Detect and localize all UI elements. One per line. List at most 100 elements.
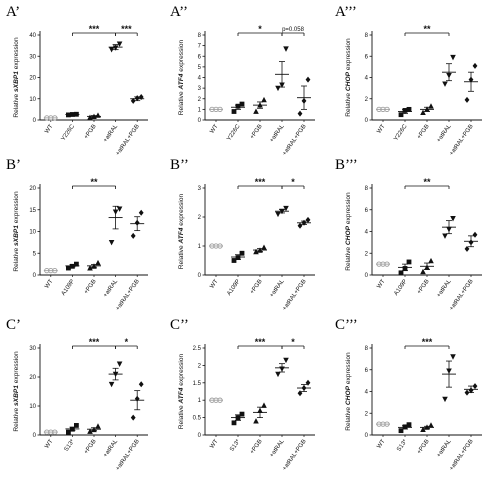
- significance-label: ***: [422, 337, 433, 347]
- y-tick-label: 4: [365, 390, 369, 396]
- x-tick-label: S13*: [229, 438, 242, 453]
- x-tick-label: S13*: [396, 438, 409, 453]
- y-tick-label: 0: [365, 118, 369, 124]
- data-point: [261, 96, 267, 103]
- x-tick-label: +atRAL: [436, 123, 453, 144]
- significance-label: *: [291, 337, 295, 347]
- x-tick-label: +PGB: [83, 279, 97, 296]
- significance-label: ***: [121, 24, 132, 34]
- significance-label: ***: [89, 337, 100, 347]
- y-tick-label: 2: [198, 363, 202, 369]
- y-tick-label: 0: [33, 273, 37, 279]
- y-tick-label: 20: [29, 375, 36, 381]
- y-axis-label: Relative ATF4 expression: [178, 39, 185, 115]
- x-tick-label: +atRAL+PGB: [449, 279, 475, 312]
- y-axis-label: Relative sXBP1 expression: [13, 37, 20, 118]
- x-tick-label: WT: [376, 123, 386, 134]
- y-tick-label: 0: [33, 433, 37, 439]
- y-tick-label: 2: [198, 97, 202, 103]
- data-point: [253, 108, 259, 114]
- data-point: [428, 422, 434, 428]
- data-point: [464, 389, 470, 396]
- y-axis-label: Relative CHOP expression: [345, 352, 352, 431]
- y-tick-label: 1: [198, 398, 202, 404]
- y-tick-label: 5: [198, 65, 202, 71]
- x-tick-label: +atRAL+PGB: [282, 124, 308, 157]
- data-point: [239, 411, 245, 417]
- data-point: [450, 54, 456, 61]
- panel-label: A’: [6, 4, 20, 20]
- significance-label: ***: [255, 337, 266, 347]
- data-point: [442, 81, 448, 87]
- data-point: [283, 357, 289, 364]
- panel-A3: A’’’ 0 2 4 6 8 Relative CHOP expression WT Y226C…: [335, 4, 482, 157]
- x-tick-label: +atRAL: [103, 123, 120, 144]
- y-tick-label: 7: [198, 44, 202, 50]
- x-tick-label: Y226C: [393, 123, 409, 142]
- panel-A1: A’ 0 10 20 30 40 Relative sXBP1 expression WT Y2…: [6, 4, 148, 157]
- data-point: [283, 46, 289, 52]
- significance-label: *: [291, 177, 295, 187]
- data-point: [66, 429, 71, 435]
- y-tick-label: 6: [365, 208, 369, 214]
- data-point: [130, 414, 136, 421]
- y-tick-label: 10: [29, 97, 36, 103]
- y-tick-label: 1: [198, 107, 202, 113]
- x-tick-label: A109P: [61, 279, 76, 297]
- data-point: [239, 250, 245, 256]
- data-point: [398, 270, 404, 276]
- x-tick-label: WT: [376, 438, 386, 449]
- y-axis-label: Relative sXBP1 expression: [13, 191, 20, 272]
- data-point: [74, 261, 79, 267]
- y-tick-label: 2: [365, 97, 369, 103]
- y-tick-label: 0.5: [193, 416, 202, 422]
- x-tick-label: WT: [44, 123, 54, 134]
- x-tick-label: +atRAL+PGB: [115, 279, 141, 312]
- x-tick-label: +atRAL: [103, 438, 120, 459]
- data-point: [95, 259, 101, 266]
- x-tick-label: WT: [376, 278, 386, 289]
- y-tick-label: 5: [33, 251, 37, 257]
- data-point: [231, 109, 237, 114]
- x-tick-label: +PGB: [249, 124, 263, 141]
- data-point: [74, 423, 79, 428]
- panel-label: B’’’: [335, 157, 358, 173]
- y-tick-label: 6: [365, 54, 369, 60]
- data-point: [66, 265, 71, 271]
- y-tick-label: 20: [29, 76, 36, 82]
- data-point: [116, 206, 123, 212]
- data-point: [450, 354, 456, 360]
- panel-C1: C’ 0 10 20 30 Relative sXBP1 expression WT S13*…: [6, 317, 148, 472]
- data-point: [253, 418, 259, 424]
- panel-label: B’’: [170, 157, 189, 173]
- panel-C3: C’’’ 0 2 4 6 8 Relative CHOP expression WT S13* +…: [335, 317, 482, 472]
- y-tick-label: 0: [198, 433, 202, 439]
- data-point: [450, 216, 456, 222]
- x-tick-label: +atRAL: [436, 438, 453, 459]
- panel-label: A’’: [170, 4, 188, 20]
- data-point: [472, 383, 478, 390]
- data-point: [261, 244, 267, 250]
- y-tick-label: 6: [198, 54, 202, 60]
- data-point: [464, 96, 470, 103]
- x-tick-label: +atRAL: [269, 123, 286, 144]
- y-tick-label: 6: [365, 368, 369, 374]
- x-tick-label: +atRAL+PGB: [115, 439, 141, 472]
- data-point: [283, 205, 289, 212]
- x-tick-label: WT: [209, 123, 219, 134]
- x-tick-label: +atRAL: [103, 278, 120, 299]
- y-tick-label: 3: [198, 186, 202, 192]
- data-point: [472, 231, 478, 238]
- data-point: [305, 379, 311, 386]
- y-axis-label: Relative sXBP1 expression: [13, 351, 20, 432]
- data-point: [138, 381, 144, 388]
- data-point: [116, 41, 123, 47]
- data-point: [275, 211, 281, 218]
- significance-label: ***: [255, 177, 266, 187]
- y-tick-label: 0: [198, 118, 202, 124]
- data-point: [116, 361, 123, 367]
- panel-label: C’: [6, 317, 21, 333]
- data-point: [398, 428, 404, 434]
- data-point: [138, 209, 144, 216]
